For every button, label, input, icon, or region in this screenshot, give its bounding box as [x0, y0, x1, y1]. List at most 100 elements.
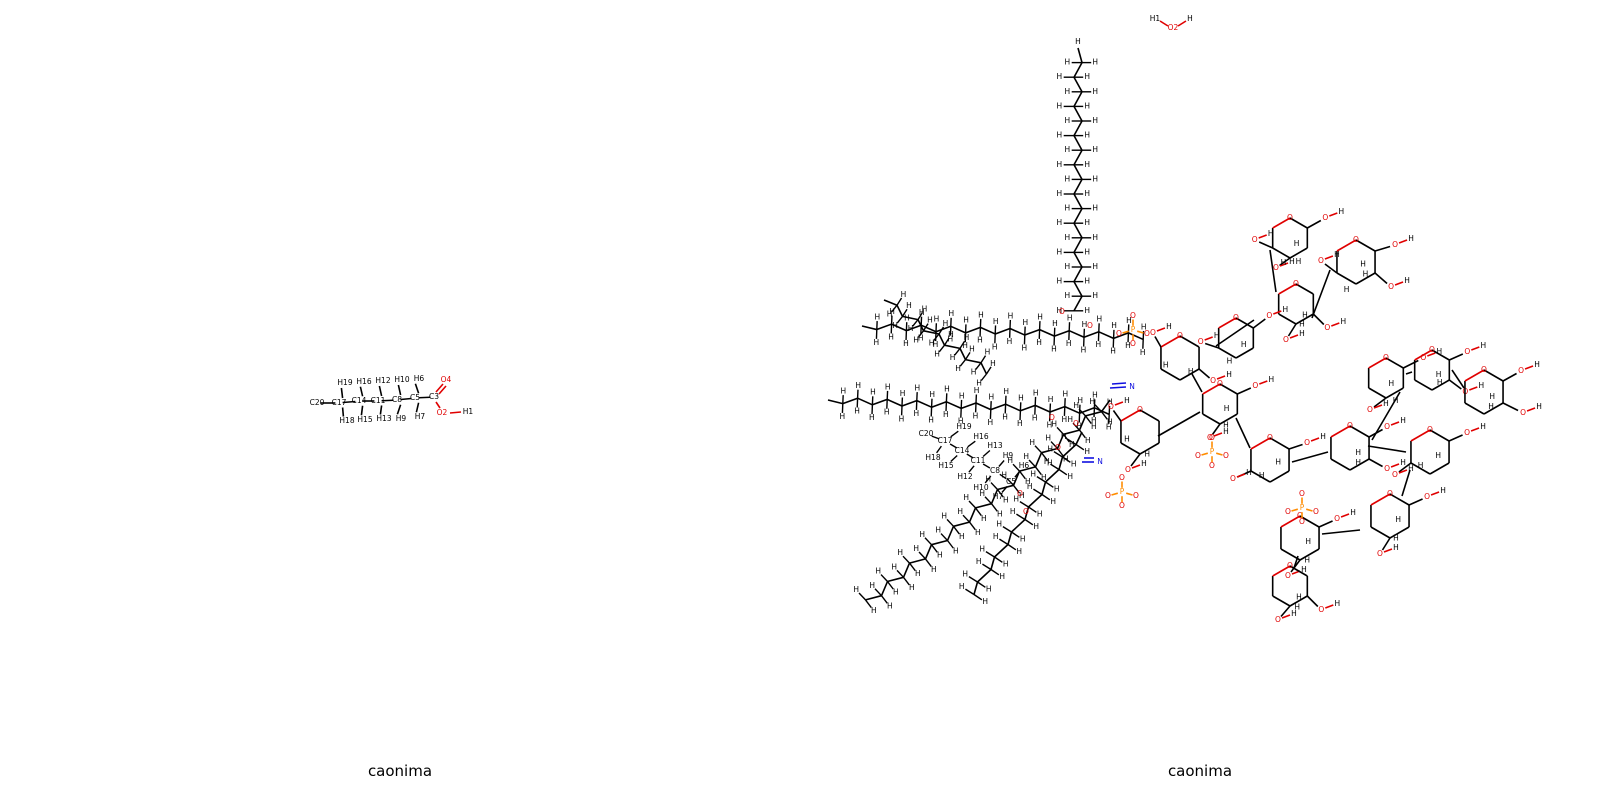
chain-diagonal-short-ch	[1058, 468, 1068, 476]
chain-vertical-bond	[1073, 120, 1083, 136]
sugar-ring-2-sub-bond	[1374, 272, 1388, 285]
chain-diagonal-short-H: H	[1071, 460, 1077, 469]
chain-vertical-H: H	[1084, 189, 1090, 198]
chain-horizontal-lower-H: H	[1033, 388, 1039, 397]
sugar-ring-8-sub-H: H	[1246, 468, 1252, 477]
sugar-ring-16-sub-O: O	[1275, 615, 1281, 624]
bond-C5-C3	[418, 396, 431, 399]
chain-horizontal-lower-H: H	[1061, 415, 1067, 424]
atom-H18: H18	[339, 416, 354, 425]
sugar-ring-1-ring-O: O	[1287, 213, 1293, 222]
atom-C3: C3	[429, 392, 439, 401]
sugar-ring-14-ring-O: O	[1387, 489, 1393, 498]
chain-horizontal-upper-bond	[950, 325, 966, 334]
chain-diagonal-upper-bond	[938, 333, 946, 346]
chain-diagonal-long-H: H	[1073, 401, 1079, 410]
chain-diagonal-upper-ch	[954, 347, 961, 356]
chain-diagonal-long-H: H	[875, 567, 881, 576]
sugar-ring-2-oh-bond	[1398, 239, 1408, 244]
sugar-ring-7-ring-bond	[1120, 409, 1141, 422]
sugar-ring-2-ring-bond	[1355, 239, 1376, 252]
phosphate-2-P-O: O	[1195, 451, 1201, 460]
chain-diagonal-short-H: H	[1030, 469, 1036, 478]
bond-C17-H19	[340, 387, 344, 399]
water-bond	[1177, 20, 1187, 27]
sugar-ring-2-ring-H: H	[1344, 285, 1350, 294]
chain-horizontal-upper-bond	[935, 325, 952, 333]
chain-vertical-H: H	[1064, 58, 1070, 67]
chain-horizontal-upper-H: H	[873, 338, 879, 347]
sugar-ring-10-ring-bond	[1368, 387, 1387, 399]
chain-diagonal-long-H: H	[871, 606, 877, 615]
chain-horizontal-upper-H: H	[1140, 348, 1146, 357]
chain-vertical-bond	[1073, 91, 1083, 107]
chain-diagonal-short-ch	[1045, 481, 1054, 488]
sugar-ring-16-sub-H: H	[1291, 609, 1297, 618]
sugar-ring-2-sub-O: O	[1388, 282, 1394, 291]
sugar-ring-6-sub-bond	[1211, 423, 1221, 435]
atom-H16: H16	[356, 377, 371, 386]
sugar-ring-2-ring-O: O	[1353, 235, 1359, 244]
chain-horizontal-upper-bond	[861, 325, 877, 331]
sugar-ring-1-sub-O: O	[1252, 235, 1258, 244]
fragment-atom-C8: C8	[990, 466, 1000, 475]
phosphate-4-P-bond	[1291, 508, 1299, 512]
sugar-ring-9-sub-O: O	[1384, 464, 1390, 473]
phosphate-3-P-O: O	[1119, 473, 1125, 482]
sugar-ring-3-ring-O: O	[1293, 279, 1299, 288]
sugar-ring-4-sub-H: H	[1283, 305, 1289, 314]
chain-horizontal-lower-H: H	[929, 390, 935, 399]
sugar-ring-13-oh-bond	[1470, 427, 1480, 432]
chain-diagonal-long-ch	[1094, 404, 1103, 413]
glycosidic-bond	[1321, 529, 1361, 535]
sugar-ring-10-ring-bond	[1385, 357, 1404, 369]
chain-vertical-H: H	[1092, 58, 1098, 67]
sugar-ring-4-oh-bond	[1204, 336, 1213, 341]
sugar-ring-10-ring-bond	[1385, 387, 1404, 399]
phosphate-1-P-O: O	[1144, 329, 1150, 338]
sugar-ring-14-ring-H: H	[1393, 533, 1399, 542]
chain-vertical-bond	[1073, 237, 1083, 253]
chain-diagonal-long-ch	[902, 555, 911, 564]
chain-vertical-H: H	[1092, 204, 1098, 213]
sugar-ring-15-ring-H: H	[1304, 555, 1310, 564]
sugar-ring-12-ring-bond	[1464, 402, 1485, 415]
atom-H10: H10	[394, 375, 409, 384]
fragment-atom-C11: C11	[971, 456, 986, 465]
sugar-ring-13-sub-O: O	[1392, 470, 1398, 479]
sugar-ring-11-oh-bond	[1469, 386, 1478, 391]
sugar-ring-14-ring-bond	[1370, 526, 1391, 539]
chain-diagonal-long-ch	[1018, 470, 1026, 480]
chain-vertical-bond	[1073, 295, 1083, 312]
chain-vertical-bond	[1073, 281, 1083, 297]
sugar-ring-12-oh-bond	[1526, 407, 1536, 412]
sugar-ring-8-sub-H: H	[1320, 432, 1326, 441]
chain-diagonal-short-ch	[1075, 443, 1085, 451]
chain-diagonal-long-ch	[1012, 463, 1021, 472]
chain-diagonal-upper-ch	[917, 330, 925, 338]
fragment-atom-H13: H13	[987, 441, 1002, 450]
sugar-ring-9-ring-H: H	[1355, 458, 1361, 467]
chain-diagonal-long-ch	[1072, 422, 1081, 431]
chain-diagonal-upper-ch	[912, 319, 919, 327]
chain-diagonal-long-ch	[918, 551, 927, 560]
chain-horizontal-upper-H: H	[1007, 337, 1013, 346]
chain-vertical-bond	[1073, 208, 1083, 224]
sugar-ring-11-ring-bond	[1431, 349, 1450, 361]
chain-diagonal-upper-H: H	[948, 330, 954, 339]
sugar-ring-1-ring-H: H	[1296, 257, 1302, 266]
sugar-ring-9-sub-H: H	[1400, 416, 1406, 425]
sugar-ring-14-sub-H: H	[1440, 486, 1446, 495]
sugar-ring-12-ring-H: H	[1489, 392, 1495, 401]
sugar-ring-5-ring-bond	[1179, 335, 1200, 348]
chain-horizontal-upper-H: H	[903, 339, 909, 348]
chain-horizontal-upper-H: H	[874, 312, 880, 321]
sugar-ring-15-oh-bond	[1340, 513, 1350, 518]
chain-horizontal-lower-H: H	[1107, 397, 1113, 406]
chain-diagonal-long-H: H	[963, 493, 969, 502]
sugar-ring-5-oh-bond	[1156, 327, 1166, 332]
chain-diagonal-short-H: H	[1003, 560, 1009, 569]
sugar-ring-6-ring-bond	[1219, 383, 1238, 395]
sugar-ring-5-ring-H: H	[1188, 367, 1194, 376]
